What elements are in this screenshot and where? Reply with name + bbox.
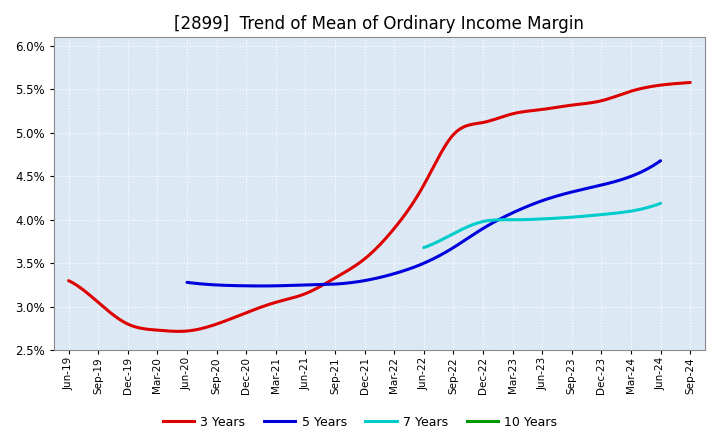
Line: 5 Years: 5 Years [187,161,660,286]
3 Years [447,135,456,140]
5 Years [257,283,266,289]
3 Years [174,329,183,334]
3 Years [64,278,73,283]
7 Years [560,215,569,220]
7 Years [564,215,573,220]
5 Years [464,235,473,240]
7 Years [559,215,568,220]
Title: [2899]  Trend of Mean of Ordinary Income Margin: [2899] Trend of Mean of Ordinary Income … [174,15,585,33]
7 Years [656,201,665,206]
5 Years [583,186,592,191]
Line: 7 Years: 7 Years [424,203,660,248]
3 Years [66,279,75,284]
5 Years [613,178,622,183]
Legend: 3 Years, 5 Years, 7 Years, 10 Years: 3 Years, 5 Years, 7 Years, 10 Years [158,411,562,434]
5 Years [184,280,193,285]
5 Years [474,229,482,234]
7 Years [634,207,643,213]
3 Years [590,99,599,105]
7 Years [619,209,628,215]
7 Years [420,245,429,250]
3 Years [436,151,445,156]
Line: 3 Years: 3 Years [68,83,690,331]
3 Years [686,80,695,85]
3 Years [434,154,443,160]
5 Years [466,234,474,239]
5 Years [656,158,665,163]
5 Years [183,280,192,285]
3 Years [630,88,639,93]
7 Years [420,245,428,250]
